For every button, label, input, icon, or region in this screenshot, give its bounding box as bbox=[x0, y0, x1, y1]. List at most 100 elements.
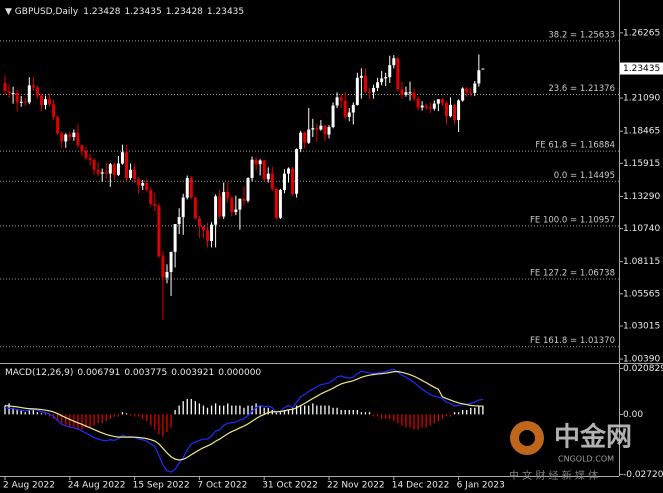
candle-body bbox=[52, 104, 56, 117]
y-tick-label: 1.05565 bbox=[623, 289, 660, 299]
candle-body bbox=[19, 101, 23, 103]
candle-body bbox=[218, 196, 222, 217]
candle-body bbox=[270, 173, 274, 189]
current-price-box bbox=[620, 62, 663, 75]
x-tick-label: 24 Aug 2022 bbox=[68, 481, 126, 491]
current-price-label: 1.23435 bbox=[623, 64, 660, 74]
candle-body bbox=[226, 191, 230, 199]
candle-body bbox=[88, 157, 92, 160]
candle-body bbox=[473, 83, 477, 93]
y-tick-label: 1.08115 bbox=[623, 257, 660, 267]
candle-body bbox=[108, 164, 112, 174]
chart-header: ▼ GBPUSD,Daily 1.23428 1.23435 1.23428 1.234… bbox=[5, 7, 244, 17]
y-tick-label: 1.15915 bbox=[623, 159, 660, 169]
candle-body bbox=[380, 78, 384, 83]
candle-body bbox=[173, 224, 177, 252]
candle-body bbox=[64, 134, 68, 142]
candle-body bbox=[461, 88, 465, 101]
plot: 1.26265 1.21090 1.18465 1.15915 1.13290 1.107… bbox=[0, 28, 663, 491]
y-tick-label: 1.26265 bbox=[623, 28, 660, 38]
candle-body bbox=[222, 191, 226, 217]
y-tick-label: 1.03015 bbox=[623, 322, 660, 332]
candle-body bbox=[444, 103, 448, 117]
y-tick-label: 0.020829 bbox=[623, 364, 663, 374]
macd-line bbox=[4, 368, 483, 473]
candle-body bbox=[481, 68, 485, 70]
fib-level-label: 0.0 = 1.14495 bbox=[554, 171, 615, 181]
header-open: 1.23428 bbox=[83, 7, 120, 17]
candle-body bbox=[48, 99, 52, 105]
y-tick-label: -0.027204 bbox=[623, 470, 663, 480]
candle-body bbox=[15, 92, 19, 103]
candle-body bbox=[469, 92, 473, 94]
candle-body bbox=[189, 178, 193, 198]
candle-body bbox=[465, 88, 469, 93]
candle-body bbox=[392, 58, 396, 66]
candle-body bbox=[35, 87, 39, 96]
x-tick-label: 15 Sep 2022 bbox=[133, 481, 190, 491]
candle-body bbox=[27, 85, 31, 103]
candle-body bbox=[214, 196, 218, 225]
x-tick-label: 7 Oct 2022 bbox=[197, 481, 247, 491]
candle-body bbox=[60, 133, 64, 142]
candle-body bbox=[432, 103, 436, 109]
candle-body bbox=[234, 209, 238, 213]
signal-value: 0.003775 bbox=[124, 368, 167, 378]
candle-body bbox=[376, 82, 380, 88]
header-arrow: ▼ bbox=[5, 7, 15, 17]
candle-body bbox=[96, 169, 100, 174]
watermark-brand: 中金网 bbox=[554, 422, 632, 453]
candle-body bbox=[303, 132, 307, 143]
candle-body bbox=[68, 134, 72, 138]
candle-body bbox=[153, 203, 157, 206]
candle-body bbox=[388, 65, 392, 78]
candle-body bbox=[335, 97, 339, 106]
candle-body bbox=[319, 125, 323, 130]
candle-body bbox=[359, 75, 363, 78]
candle-body bbox=[400, 89, 404, 95]
candle-body bbox=[355, 77, 359, 105]
watermark: 中金网 CNGOLD.COM 中 文 财 经 新 媒 体 bbox=[509, 421, 632, 482]
candle-body bbox=[266, 173, 270, 180]
candle-body bbox=[149, 190, 153, 204]
watermark-logo-inner bbox=[519, 430, 535, 446]
fib-level-label: FE 161.8 = 1.01370 bbox=[530, 336, 615, 346]
candle-body bbox=[424, 105, 428, 108]
candle-body bbox=[157, 205, 161, 257]
candle-body bbox=[347, 112, 351, 117]
candle-body bbox=[457, 100, 461, 121]
y-tick-label: 1.21090 bbox=[623, 94, 660, 104]
candle-body bbox=[246, 178, 250, 201]
candle-body bbox=[343, 100, 347, 117]
candle-body bbox=[3, 82, 7, 92]
candle-body bbox=[250, 159, 254, 179]
candle-body bbox=[165, 271, 169, 278]
candle-body bbox=[201, 226, 205, 231]
candle-body bbox=[453, 104, 457, 121]
y-tick-label: 1.10740 bbox=[623, 224, 660, 234]
candle-body bbox=[169, 251, 173, 272]
candle-body bbox=[449, 104, 452, 117]
watermark-site: CNGOLD.COM bbox=[558, 455, 614, 464]
candle-body bbox=[129, 169, 133, 179]
candle-body bbox=[412, 92, 416, 99]
candle-body bbox=[23, 101, 27, 103]
signal-line bbox=[4, 371, 483, 461]
fib-level-label: FE 127.2 = 1.06738 bbox=[530, 269, 615, 279]
candle-body bbox=[230, 198, 234, 213]
candle-body bbox=[331, 105, 335, 127]
candle-body bbox=[262, 160, 266, 180]
candle-body bbox=[311, 128, 315, 130]
candle-body bbox=[161, 256, 165, 278]
candle-body bbox=[440, 99, 444, 104]
candle-body bbox=[299, 132, 303, 150]
header-low: 1.23428 bbox=[166, 7, 203, 17]
histogram-value: 0.003921 bbox=[171, 368, 214, 378]
candle-body bbox=[141, 183, 145, 186]
candle-body bbox=[197, 218, 201, 227]
candle-body bbox=[185, 178, 189, 198]
candle-body bbox=[11, 92, 15, 94]
x-tick-label: 31 Oct 2022 bbox=[262, 481, 318, 491]
candle-body bbox=[396, 58, 400, 90]
